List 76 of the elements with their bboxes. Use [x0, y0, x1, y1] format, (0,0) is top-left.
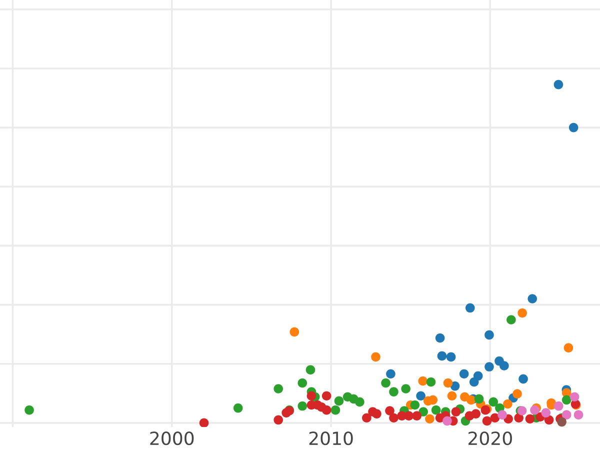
point [435, 333, 445, 343]
point [425, 414, 434, 424]
point [488, 397, 498, 407]
point [562, 410, 572, 420]
point [574, 410, 584, 420]
point [274, 415, 284, 425]
point [541, 408, 551, 418]
point [334, 396, 344, 406]
point [306, 365, 316, 374]
point [233, 403, 243, 413]
point [418, 376, 428, 386]
point [500, 361, 509, 370]
point [498, 410, 507, 420]
x-tick-label: 2010 [309, 431, 353, 446]
point [401, 384, 410, 394]
point [466, 395, 476, 405]
point [371, 352, 380, 362]
point [482, 416, 492, 426]
point [544, 415, 554, 425]
point [416, 391, 426, 401]
point [506, 315, 516, 324]
point [450, 381, 460, 391]
point [306, 391, 316, 401]
point [428, 395, 438, 405]
point [355, 397, 364, 407]
point [322, 391, 332, 401]
point [389, 387, 398, 396]
point [518, 308, 527, 318]
point [381, 378, 390, 388]
point [557, 417, 566, 427]
point [199, 418, 209, 427]
point [554, 80, 564, 90]
point [442, 416, 452, 426]
x-tick-label: 2000 [150, 431, 194, 446]
point [410, 400, 420, 410]
point [274, 384, 284, 394]
point [404, 411, 414, 420]
point [443, 378, 453, 388]
point [469, 377, 479, 387]
point [437, 351, 447, 361]
point [518, 374, 528, 384]
point [431, 405, 441, 415]
point [330, 405, 340, 415]
point [568, 122, 578, 132]
point [525, 414, 535, 424]
point [298, 401, 308, 411]
point [564, 343, 574, 352]
point [512, 389, 522, 398]
point [362, 413, 372, 423]
point [562, 395, 572, 405]
point [503, 399, 512, 409]
point [298, 378, 308, 388]
point [290, 327, 300, 337]
point [474, 394, 484, 404]
point [490, 413, 500, 423]
point [426, 377, 436, 387]
point [322, 405, 332, 415]
point [471, 409, 481, 418]
point [465, 303, 475, 313]
point [451, 407, 461, 416]
point [385, 406, 394, 416]
point [514, 413, 524, 423]
point [372, 409, 382, 418]
point [528, 294, 538, 304]
point [459, 369, 469, 379]
point [412, 411, 422, 420]
point [24, 405, 34, 415]
point [386, 369, 396, 379]
point [447, 391, 457, 401]
x-tick-label: 2020 [468, 431, 512, 446]
point [446, 352, 456, 362]
point [484, 330, 494, 340]
point [570, 392, 580, 402]
point [389, 413, 398, 423]
point [484, 362, 494, 372]
point [554, 401, 564, 411]
